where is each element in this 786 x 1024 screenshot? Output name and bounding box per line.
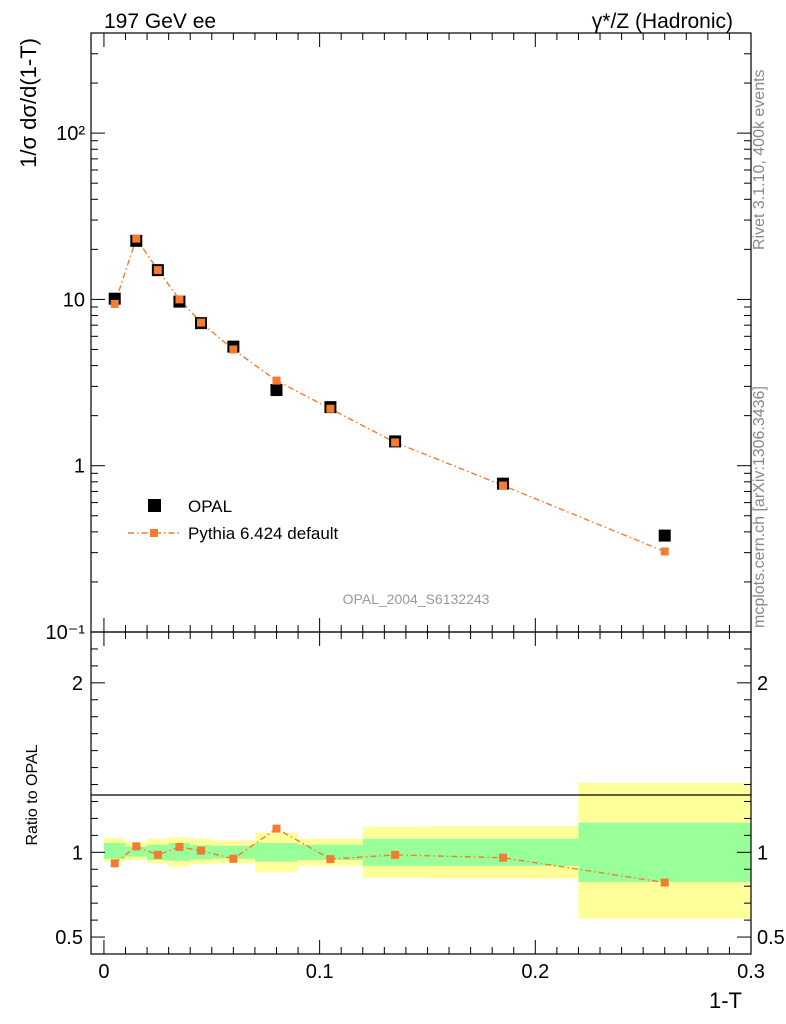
ratio-point-mc	[272, 824, 281, 833]
x-tick-label: 0.3	[737, 961, 765, 983]
x-tick-label: 0.1	[306, 961, 334, 983]
ratio-point-mc	[229, 854, 238, 863]
data-point-mc	[229, 345, 238, 354]
data-point-mc	[175, 295, 184, 304]
main-y-tick-label: 10²	[56, 123, 85, 145]
data-point-mc	[391, 438, 400, 447]
ratio-band-inner	[103, 842, 126, 859]
ratio-y-tick-label: 0.5	[55, 927, 83, 949]
ratio-band-inner	[427, 838, 579, 866]
ratio-band-inner	[254, 842, 299, 862]
analysis-id-label: OPAL_2004_S6132243	[343, 591, 490, 607]
ratio-y-axis-title: Ratio to OPAL	[24, 744, 41, 845]
ratio-y-tick-label: 2	[72, 673, 83, 695]
legend-data-label: OPAL	[188, 497, 232, 516]
header-process-label: γ*/Z (Hadronic)	[592, 10, 733, 33]
ratio-point-mc	[391, 850, 400, 859]
ratio-band-inner	[125, 846, 148, 857]
ratio-point-mc	[175, 842, 184, 851]
legend-mc-marker	[150, 529, 158, 537]
ratio-point-mc	[326, 855, 335, 864]
ratio-panel: 0 0.1 0.2 0.3 0.5 0.5 1 1 2 2	[55, 631, 785, 983]
data-point-mc	[197, 318, 205, 327]
legend-data-marker	[148, 499, 161, 512]
x-tick-label: 0.2	[521, 961, 549, 983]
ratio-band-inner	[578, 822, 751, 882]
ratio-y-tick-label: 1	[72, 842, 83, 864]
ratio-point-mc	[110, 859, 119, 868]
data-point-opal	[658, 529, 671, 542]
ratio-point-mc	[498, 853, 507, 862]
data-point-mc	[110, 299, 119, 308]
main-y-tick-label: 1	[74, 456, 85, 478]
ratio-y-tick-label-right: 1	[757, 842, 768, 864]
ratio-band-inner	[168, 842, 191, 861]
header-energy-label: 197 GeV ee	[104, 10, 216, 33]
ratio-mc-line	[114, 827, 665, 884]
ratio-panel-frame	[90, 631, 752, 955]
ratio-band-inner	[298, 844, 363, 860]
data-point-mc	[326, 404, 335, 413]
legend-mc-label: Pythia 6.424 default	[188, 524, 339, 543]
ratio-point-mc	[660, 878, 669, 887]
ratio-point-mc	[153, 850, 162, 859]
ratio-point-mc	[132, 842, 141, 851]
data-point-mc	[132, 234, 141, 243]
data-point-mc	[153, 266, 162, 275]
data-point-mc	[272, 376, 281, 385]
data-point-opal	[270, 384, 283, 397]
main-panel: 10⁻¹ 1 10 10²	[46, 32, 752, 644]
ratio-y-tick-label-right: 0.5	[757, 927, 785, 949]
main-y-axis-title: 1/σ dσ/d(1-T)	[16, 38, 41, 168]
ratio-point-mc	[197, 846, 205, 855]
main-y-tick-label: 10⁻¹	[46, 622, 86, 644]
rivet-version-label: Rivet 3.1.10, 400k events	[751, 69, 768, 250]
mcplots-credit-label: mcplots.cern.ch [arXiv:1306.3436]	[751, 386, 768, 628]
data-point-mc	[498, 481, 507, 490]
ratio-y-tick-label-right: 2	[757, 673, 768, 695]
legend: OPAL Pythia 6.424 default	[128, 497, 339, 543]
main-y-tick-label: 10	[63, 289, 85, 311]
data-point-mc	[660, 547, 669, 556]
x-tick-label: 0	[98, 961, 109, 983]
x-axis-title: 1-T	[709, 988, 742, 1013]
